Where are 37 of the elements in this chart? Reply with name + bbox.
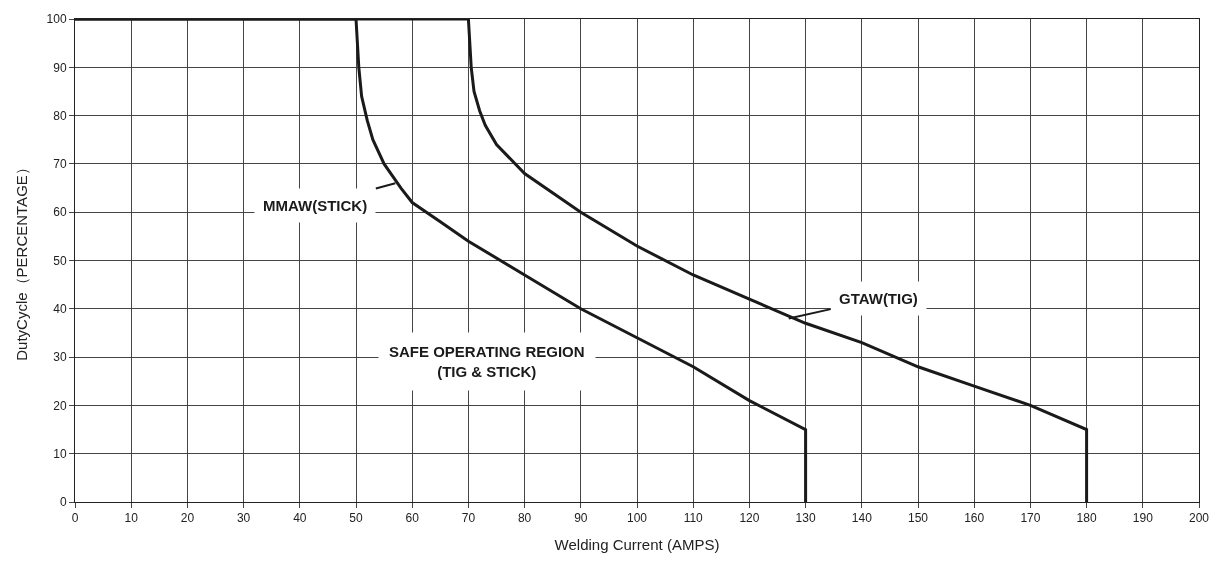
- y-axis-title: DutyCycle（PERCENTAGE）: [12, 160, 30, 361]
- y-tick-label: 0: [59, 495, 67, 510]
- y-tick-label: 20: [53, 398, 67, 413]
- x-tick-label: 60: [405, 511, 420, 526]
- x-tick-label: 150: [907, 511, 929, 526]
- x-tick-label: 170: [1020, 511, 1041, 526]
- x-tick-label: 0: [71, 511, 79, 526]
- annotation: GTAW(TIG): [839, 290, 918, 307]
- x-tick-label: 10: [124, 511, 139, 526]
- y-tick-label: 50: [53, 253, 67, 268]
- annotation: MMAW(STICK): [263, 197, 368, 214]
- y-tick-label: 100: [46, 12, 67, 27]
- y-tick-label: 40: [53, 302, 67, 316]
- x-tick-label: 120: [739, 511, 760, 526]
- x-tick-label: 140: [851, 511, 873, 526]
- x-tick-label: 180: [1076, 511, 1097, 526]
- y-tick-label: 90: [53, 60, 67, 75]
- x-tick-label: 130: [795, 511, 816, 526]
- y-tick-label: 60: [53, 205, 67, 220]
- x-tick-label: 30: [236, 511, 251, 526]
- y-tick-label: 80: [53, 108, 67, 123]
- x-tick-label: 50: [349, 511, 363, 526]
- x-tick-label: 100: [626, 511, 648, 526]
- x-tick-label: 20: [180, 511, 195, 526]
- x-tick-label: 160: [964, 511, 985, 526]
- x-tick-label: 190: [1132, 511, 1154, 526]
- x-axis-title: Welding Current (AMPS): [554, 536, 720, 554]
- x-tick-label: 110: [683, 511, 704, 526]
- y-tick-label: 70: [53, 157, 67, 172]
- x-tick-label: 70: [461, 511, 476, 526]
- x-tick-label: 90: [574, 511, 588, 526]
- annotation: SAFE OPERATING REGION (TIG & STICK): [389, 343, 585, 380]
- y-tick-label: 30: [53, 350, 67, 365]
- x-tick-label: 80: [517, 511, 532, 526]
- y-tick-label: 10: [53, 446, 67, 461]
- x-tick-label: 40: [293, 511, 307, 526]
- x-tick-label: 200: [1188, 511, 1210, 526]
